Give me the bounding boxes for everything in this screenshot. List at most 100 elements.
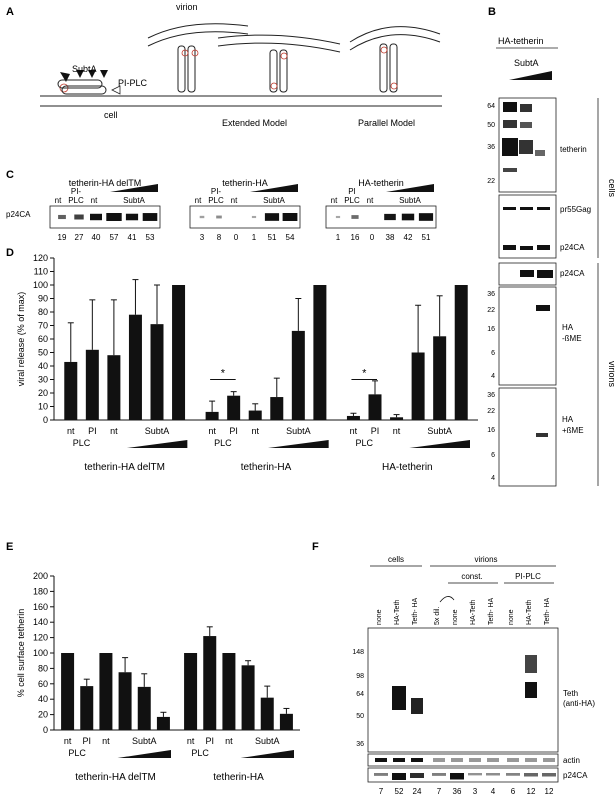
c-num-1-0: 3 (200, 233, 205, 242)
d-group-name-2: HA-tetherin (382, 462, 433, 473)
d-bar-2-4 (433, 336, 447, 420)
e-subta-wedge-1 (240, 750, 294, 758)
e-bar-0-5 (156, 716, 170, 730)
c-lane-label-1-1-1: PLC (208, 196, 224, 205)
piplc-arrowhead (111, 85, 121, 95)
panel-a-schematic (40, 23, 442, 107)
e-ticklabel-1-0: nt (187, 736, 195, 746)
e-ytick-label-5: 100 (33, 648, 48, 658)
e-ticklabel-0-0: nt (64, 736, 72, 746)
e-ytick-label-0: 0 (43, 725, 48, 735)
c-lane-label-1-0-0: nt (195, 196, 202, 205)
d-ytick-label-4: 40 (38, 361, 48, 371)
b-cells-label: cells (607, 179, 615, 198)
b-mw2-2: 16 (487, 326, 495, 333)
d-bar-0-1 (85, 349, 99, 420)
c-lane-label-2-0-0: nt (331, 196, 338, 205)
f-mw-0: 148 (352, 649, 364, 656)
e-plc-0: PLC (68, 748, 86, 758)
f-const-label: const. (461, 572, 482, 581)
c-group-title-2: HA-tetherin (358, 178, 404, 188)
e-ytick-label-9: 180 (33, 586, 48, 596)
e-ytick-label-6: 120 (33, 633, 48, 643)
d-ticklabel-1-1: PI (229, 426, 238, 436)
d-bar-1-1 (227, 395, 241, 420)
b-pr55gag-label: pr55Gag (560, 205, 591, 214)
d-ytick-label-3: 30 (38, 375, 48, 385)
b-mw3-2: 16 (487, 427, 495, 434)
panel-label-e: E (6, 541, 13, 553)
f-lane-label-1: HA-Teth (394, 600, 401, 625)
f-actin-band-9 (543, 758, 555, 762)
b-mw1-0: 64 (487, 103, 495, 110)
f-actin-band-5 (469, 758, 481, 762)
f-virions-label: virions (474, 555, 497, 564)
d-subta-0: SubtA (145, 426, 170, 436)
e-bar-1-1 (203, 636, 217, 730)
c-group-title-0: tetherin-HA delTM (69, 178, 142, 188)
d-ylabel: viral release (% of max) (16, 292, 26, 387)
f-teth-band-3 (525, 655, 537, 673)
c-blot-0 (49, 205, 161, 229)
panel-label-d: D (6, 247, 14, 259)
c-subta-wedge-2 (386, 184, 434, 192)
e-subta-0: SubtA (132, 736, 157, 746)
c-num-0-4: 41 (128, 233, 137, 242)
c-blot-1 (189, 205, 301, 229)
f-lane-label-5: HA-Teth (470, 600, 477, 625)
f-p24-band-3 (432, 773, 446, 776)
panel-f: cells virions const. PI-PLC none HA-Teth Teth-… (352, 555, 595, 796)
f-lane-label-8: HA-Teth (526, 600, 533, 625)
b-ha-plus-1: HA (562, 415, 574, 424)
c-num-1-5: 54 (286, 233, 295, 242)
c-lane-label-2-1-1: PLC (344, 196, 360, 205)
c-subta-label-0: SubtA (123, 196, 145, 205)
e-bar-1-2 (222, 653, 236, 730)
c-band-0-0 (58, 214, 66, 220)
c-band-2-5 (418, 213, 434, 221)
d-plc-2: PLC (355, 438, 373, 448)
f-teth-band-0 (392, 686, 406, 710)
b-mw3-1: 22 (487, 408, 495, 415)
d-ticklabel-0-1: PI (88, 426, 97, 436)
c-band-2-4 (401, 213, 415, 221)
f-num-5: 3 (473, 787, 478, 796)
f-p24-band-7 (506, 773, 520, 776)
d-subta-wedge-2 (409, 440, 470, 448)
c-band-0-4 (125, 213, 139, 221)
b-blot-ha-minus (498, 286, 557, 386)
c-band-1-4 (264, 213, 280, 221)
b-mw1-3: 22 (487, 178, 495, 185)
c-lane-label-1-1-0: PI- (211, 187, 222, 196)
d-bar-2-0 (346, 415, 360, 420)
f-dilution-arrow (439, 596, 455, 603)
d-bar-0-2 (107, 355, 121, 420)
f-lane-label-2: Teth- HA (412, 597, 419, 625)
e-ylabel: % cell surface tetherin (16, 609, 26, 698)
d-bar-0-5 (172, 285, 186, 420)
d-ytick-label-10: 100 (33, 280, 48, 290)
c-num-0-5: 53 (146, 233, 155, 242)
d-plc-1: PLC (214, 438, 232, 448)
d-ytick-label-7: 70 (38, 321, 48, 331)
e-plc-1: PLC (191, 748, 209, 758)
c-band-1-1 (216, 215, 222, 219)
d-ytick-label-6: 60 (38, 334, 48, 344)
f-p24-band-6 (486, 773, 500, 776)
e-group-name-1: tetherin-HA (213, 772, 264, 783)
f-p24-band-5 (468, 773, 482, 776)
e-ytick-label-1: 20 (38, 710, 48, 720)
f-teth-band-1 (411, 698, 423, 714)
d-ticklabel-0-0: nt (67, 426, 75, 436)
f-num-0: 7 (379, 787, 384, 796)
b-subta-wedge (509, 71, 552, 80)
c-num-2-0: 1 (336, 233, 341, 242)
c-subta-wedge-1 (250, 184, 298, 192)
d-bar-2-2 (390, 417, 404, 420)
f-lane-label-0: none (376, 609, 383, 625)
b-p24ca-label: p24CA (560, 243, 585, 252)
f-lane-label-9: Teth- HA (544, 597, 551, 625)
c-num-1-3: 1 (252, 233, 257, 242)
f-actin-band-8 (525, 758, 537, 762)
c-lane-label-2-2-0: nt (367, 196, 374, 205)
